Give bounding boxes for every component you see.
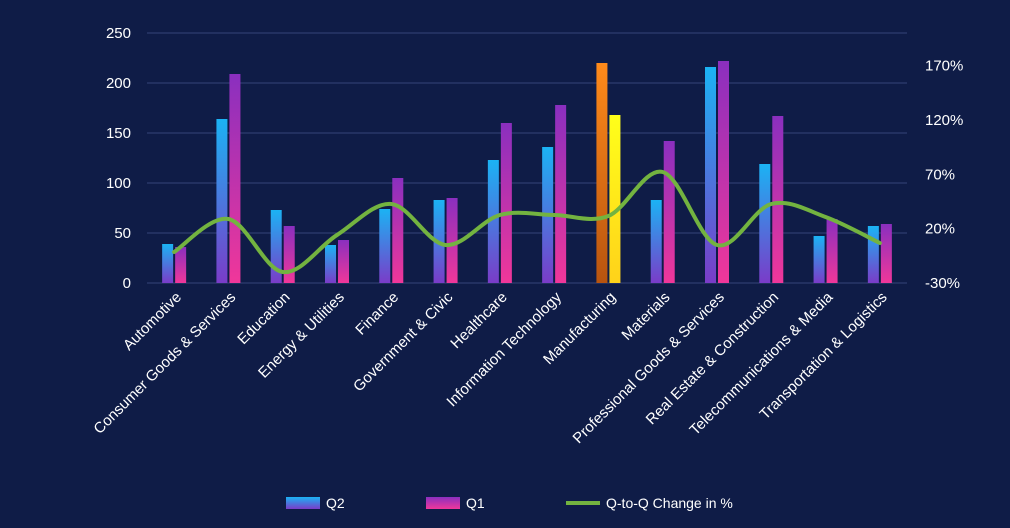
bar-q1 [175, 247, 187, 283]
bars [162, 61, 892, 283]
legend-label-q1: Q1 [466, 495, 485, 511]
y-tick-label: 50 [114, 225, 131, 242]
bar-q1 [338, 240, 349, 283]
y-tick-label: 0 [123, 275, 131, 292]
bar-q1 [555, 105, 567, 283]
x-category-label: Finance [352, 289, 402, 339]
y2-tick-label: 120% [925, 112, 963, 129]
bar-q2 [270, 210, 282, 283]
gridlines [147, 32, 907, 284]
bar-q1 [880, 224, 892, 283]
legend: Q2 Q1 Q-to-Q Change in % [286, 495, 733, 511]
y-axis-left: 0 50 100 150 200 250 [106, 25, 131, 292]
bar-q1 [500, 123, 512, 283]
y2-tick-label: -30% [925, 275, 960, 292]
x-category-label: Materials [618, 289, 673, 344]
y2-tick-label: 70% [925, 166, 955, 183]
bar-q1-highlight [596, 63, 608, 283]
y-tick-label: 250 [106, 25, 131, 42]
bar-q1 [718, 61, 729, 283]
y-tick-label: 150 [106, 125, 131, 142]
bar-q2 [867, 226, 879, 283]
y-tick-label: 200 [106, 75, 131, 92]
y-axis-right: -30% 20% 70% 120% 170% [925, 58, 963, 292]
bar-q2 [813, 236, 825, 283]
bar-q2 [325, 245, 336, 283]
bar-q1 [772, 116, 784, 283]
legend-swatch-q2 [286, 497, 320, 509]
y2-tick-label: 170% [925, 58, 963, 75]
bar-q1 [446, 198, 458, 283]
bar-q1 [283, 226, 295, 283]
bar-q1 [826, 219, 838, 283]
legend-label-q2: Q2 [326, 495, 345, 511]
y-tick-label: 100 [106, 175, 131, 192]
bar-q2 [487, 160, 499, 283]
y2-tick-label: 20% [925, 221, 955, 238]
change-line-path [172, 169, 882, 275]
legend-label-change: Q-to-Q Change in % [606, 495, 733, 511]
bar-q2-highlight [609, 115, 621, 283]
bar-q1 [229, 74, 241, 283]
bar-q1 [663, 141, 675, 283]
bar-q1 [392, 178, 404, 283]
bar-q2 [216, 119, 228, 283]
bar-q2 [379, 209, 391, 283]
change-line [172, 169, 882, 275]
x-category-label: Government & Civic [350, 288, 457, 395]
bar-q2 [705, 67, 716, 283]
bar-q2 [162, 244, 174, 283]
bar-q2 [650, 200, 662, 283]
legend-swatch-q1 [426, 497, 460, 509]
bar-q2 [759, 164, 771, 283]
